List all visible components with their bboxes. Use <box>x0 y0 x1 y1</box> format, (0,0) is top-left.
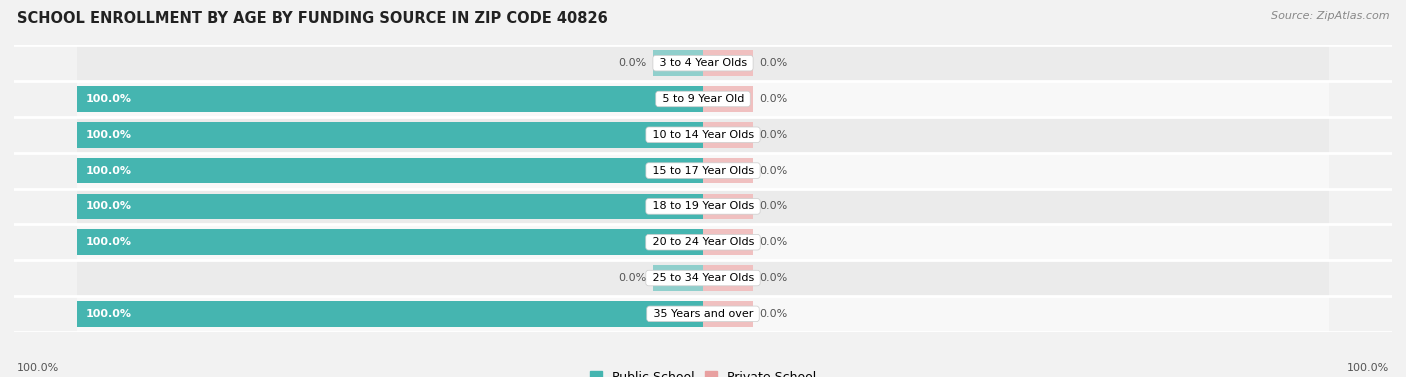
Text: 35 Years and over: 35 Years and over <box>650 309 756 319</box>
Text: 100.0%: 100.0% <box>86 201 132 211</box>
Bar <box>703 86 754 112</box>
Text: 100.0%: 100.0% <box>86 166 132 176</box>
Text: 0.0%: 0.0% <box>759 94 787 104</box>
Text: 100.0%: 100.0% <box>1347 363 1389 373</box>
Text: 0.0%: 0.0% <box>619 273 647 283</box>
Text: 100.0%: 100.0% <box>86 130 132 140</box>
Text: 15 to 17 Year Olds: 15 to 17 Year Olds <box>648 166 758 176</box>
Text: 0.0%: 0.0% <box>759 201 787 211</box>
Bar <box>77 224 1329 260</box>
Bar <box>652 50 703 76</box>
Bar <box>77 193 703 219</box>
Text: 100.0%: 100.0% <box>86 309 132 319</box>
Text: 100.0%: 100.0% <box>86 237 132 247</box>
Text: 0.0%: 0.0% <box>759 309 787 319</box>
Text: 0.0%: 0.0% <box>759 130 787 140</box>
Text: 18 to 19 Year Olds: 18 to 19 Year Olds <box>648 201 758 211</box>
Bar <box>703 229 754 255</box>
Text: 0.0%: 0.0% <box>759 273 787 283</box>
Bar <box>703 301 754 327</box>
Bar <box>77 45 1329 81</box>
Bar <box>77 153 1329 188</box>
Bar <box>77 260 1329 296</box>
Text: Source: ZipAtlas.com: Source: ZipAtlas.com <box>1271 11 1389 21</box>
Bar <box>652 265 703 291</box>
Bar <box>77 81 1329 117</box>
Text: 5 to 9 Year Old: 5 to 9 Year Old <box>658 94 748 104</box>
Bar <box>77 117 1329 153</box>
Text: 100.0%: 100.0% <box>86 94 132 104</box>
Bar <box>77 229 703 255</box>
Text: 0.0%: 0.0% <box>759 237 787 247</box>
Text: 10 to 14 Year Olds: 10 to 14 Year Olds <box>648 130 758 140</box>
Bar <box>703 122 754 148</box>
Bar <box>77 296 1329 332</box>
Text: 20 to 24 Year Olds: 20 to 24 Year Olds <box>648 237 758 247</box>
Bar <box>77 158 703 184</box>
Text: 100.0%: 100.0% <box>17 363 59 373</box>
Bar <box>77 188 1329 224</box>
Text: SCHOOL ENROLLMENT BY AGE BY FUNDING SOURCE IN ZIP CODE 40826: SCHOOL ENROLLMENT BY AGE BY FUNDING SOUR… <box>17 11 607 26</box>
Bar <box>703 193 754 219</box>
Legend: Public School, Private School: Public School, Private School <box>585 366 821 377</box>
Bar <box>77 86 703 112</box>
Bar <box>77 301 703 327</box>
Bar <box>703 158 754 184</box>
Text: 25 to 34 Year Olds: 25 to 34 Year Olds <box>648 273 758 283</box>
Text: 0.0%: 0.0% <box>759 166 787 176</box>
Bar <box>77 122 703 148</box>
Text: 3 to 4 Year Olds: 3 to 4 Year Olds <box>655 58 751 68</box>
Text: 0.0%: 0.0% <box>759 58 787 68</box>
Bar <box>703 50 754 76</box>
Text: 0.0%: 0.0% <box>619 58 647 68</box>
Bar <box>703 265 754 291</box>
